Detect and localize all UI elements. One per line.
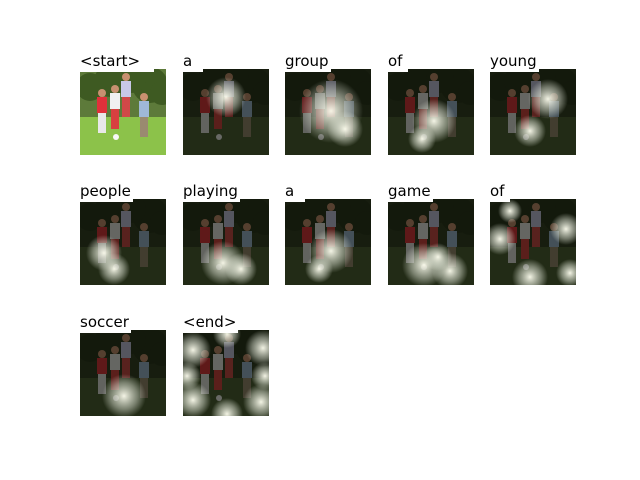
attention-tile: <end> bbox=[183, 315, 269, 416]
attention-glow bbox=[408, 125, 436, 153]
word-label: of bbox=[490, 184, 510, 202]
word-label: group bbox=[285, 54, 331, 72]
attention-tile: a bbox=[285, 184, 371, 285]
word-label: <start> bbox=[80, 54, 154, 72]
attention-tile: of bbox=[490, 184, 576, 285]
attention-tile: <start> bbox=[80, 54, 166, 155]
attention-map bbox=[285, 199, 371, 285]
attention-tile: game bbox=[388, 184, 474, 285]
attention-tile: soccer bbox=[80, 315, 166, 416]
attention-map bbox=[388, 199, 474, 285]
attention-glow bbox=[305, 255, 333, 283]
word-label: people bbox=[80, 184, 133, 202]
word-label: playing bbox=[183, 184, 240, 202]
attention-map bbox=[490, 69, 576, 155]
word-label: <end> bbox=[183, 315, 238, 333]
attention-map bbox=[80, 330, 166, 416]
word-label: of bbox=[388, 54, 408, 72]
attention-map bbox=[285, 69, 371, 155]
attention-glow bbox=[424, 243, 452, 271]
word-label: a bbox=[183, 54, 203, 72]
attention-glow bbox=[102, 374, 146, 416]
attention-glow bbox=[327, 111, 363, 147]
attention-tile: young bbox=[490, 54, 576, 155]
attention-map bbox=[388, 69, 474, 155]
attention-map bbox=[183, 330, 269, 416]
attention-map bbox=[183, 199, 269, 285]
attention-glow bbox=[206, 77, 246, 117]
attention-map bbox=[490, 199, 576, 285]
word-label: game bbox=[388, 184, 433, 202]
attention-glow bbox=[498, 199, 522, 223]
source-photo bbox=[80, 69, 166, 155]
attention-tile: of bbox=[388, 54, 474, 155]
attention-glow bbox=[225, 253, 257, 285]
word-label: young bbox=[490, 54, 539, 72]
attention-glow bbox=[528, 79, 568, 119]
word-label: soccer bbox=[80, 315, 131, 333]
attention-tile: group bbox=[285, 54, 371, 155]
attention-glow bbox=[98, 253, 130, 285]
attention-map bbox=[80, 199, 166, 285]
attention-tile: people bbox=[80, 184, 166, 285]
word-label: a bbox=[285, 184, 305, 202]
attention-glow bbox=[514, 115, 546, 147]
attention-tile: playing bbox=[183, 184, 269, 285]
attention-map bbox=[183, 69, 269, 155]
attention-tile: a bbox=[183, 54, 269, 155]
